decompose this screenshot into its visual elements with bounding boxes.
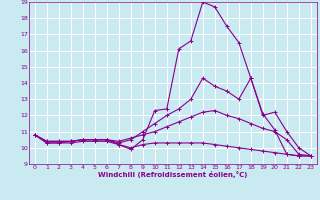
X-axis label: Windchill (Refroidissement éolien,°C): Windchill (Refroidissement éolien,°C) xyxy=(98,171,247,178)
